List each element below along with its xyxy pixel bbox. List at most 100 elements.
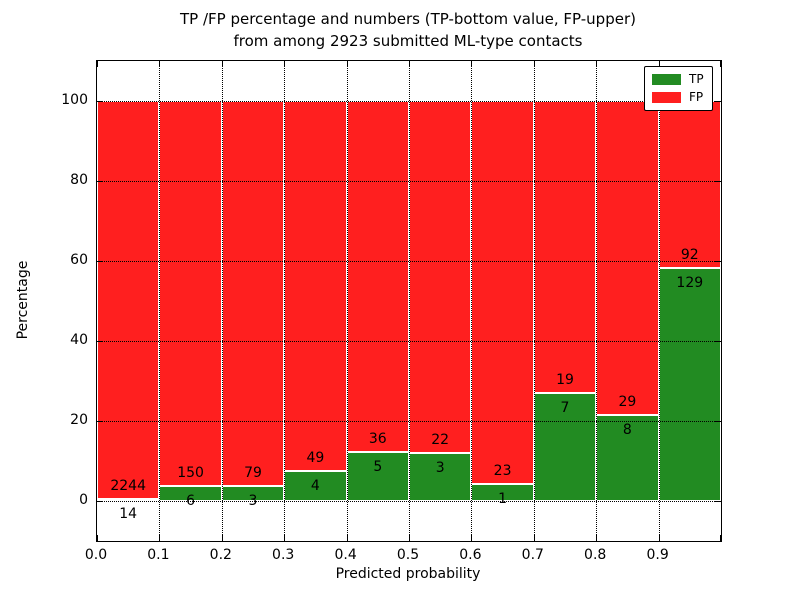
y-tick-mark-right — [715, 101, 721, 102]
tp-bar-segment — [658, 267, 721, 501]
x-tick-mark-top — [409, 61, 410, 67]
legend-label-fp: FP — [689, 90, 704, 104]
y-tick-mark — [97, 501, 103, 502]
x-gridline — [221, 61, 223, 541]
x-tick-mark — [533, 535, 535, 541]
fp-bar-segment — [346, 101, 409, 453]
fp-count-label: 49 — [306, 449, 325, 466]
chart-title: TP /FP percentage and numbers (TP-bottom… — [0, 8, 800, 52]
fp-count-label: 19 — [556, 372, 574, 389]
x-tick-mark-top — [97, 61, 98, 67]
x-tick-label: 0.8 — [584, 547, 607, 563]
y-tick-mark — [97, 421, 103, 422]
x-gridline — [658, 61, 660, 541]
fp-bar-segment — [97, 101, 160, 499]
tp-count-label: 1 — [498, 491, 508, 508]
tp-count-label: 6 — [186, 492, 196, 509]
x-tick-mark-top — [284, 61, 286, 67]
x-tick-mark — [284, 535, 286, 541]
y-tick-mark — [97, 101, 103, 102]
fp-bar-segment — [658, 101, 721, 268]
plot-area: 2244 14 150 6 79 3 49 4 36 5 22 3 23 1 19 7 29 8 92 129 — [96, 60, 722, 542]
fp-bar-segment — [471, 101, 534, 485]
x-gridline — [471, 61, 473, 541]
fp-bar-segment — [596, 101, 659, 415]
y-tick-label: 40 — [70, 332, 88, 348]
tp-bar-segment — [409, 453, 472, 501]
x-tick-mark-top — [159, 61, 161, 67]
x-tick-label: 0.7 — [521, 547, 544, 563]
tp-bar-segment — [596, 414, 659, 501]
x-tick-mark-top — [471, 61, 473, 67]
x-tick-mark-top — [720, 61, 721, 67]
x-tick-mark — [471, 535, 473, 541]
y-tick-label: 80 — [70, 172, 88, 188]
chart-title-line1: TP /FP percentage and numbers (TP-bottom… — [180, 10, 636, 28]
x-tick-mark — [409, 535, 410, 541]
fp-bar-segment — [409, 101, 472, 453]
fp-color-swatch — [652, 92, 681, 103]
y-axis-label: Percentage — [15, 260, 31, 340]
fp-count-label: 23 — [493, 463, 512, 480]
fp-bar-segment — [159, 101, 222, 486]
y-tick-mark-right — [715, 501, 721, 502]
y-tick-label: 0 — [79, 492, 88, 508]
tp-count-label: 5 — [373, 459, 383, 476]
y-tick-mark-right — [715, 341, 721, 342]
tp-bar-segment — [97, 498, 160, 501]
x-tick-mark-top — [658, 61, 660, 67]
y-tick-label: 20 — [70, 412, 88, 428]
tp-count-label: 4 — [310, 477, 320, 494]
x-gridline — [533, 61, 535, 541]
tp-count-label: 3 — [248, 493, 258, 510]
x-tick-label: 0.6 — [459, 547, 482, 563]
x-tick-label: 0.4 — [334, 547, 357, 563]
x-tick-mark — [596, 535, 598, 541]
x-tick-mark-top — [596, 61, 598, 67]
y-tick-mark-right — [715, 421, 721, 422]
y-tick-mark — [97, 261, 103, 262]
y-tick-mark — [97, 181, 103, 182]
fp-count-label: 29 — [618, 393, 637, 410]
x-tick-mark-top — [221, 61, 223, 67]
x-tick-mark-top — [346, 61, 348, 67]
x-tick-label: 0.1 — [147, 547, 170, 563]
x-gridline — [284, 61, 286, 541]
tp-color-swatch — [652, 74, 681, 85]
tp-bar-segment — [346, 452, 409, 501]
legend-item-fp: FP — [652, 91, 704, 104]
fp-count-label: 92 — [680, 246, 699, 263]
fp-bar-segment — [533, 101, 597, 394]
legend: TP FP — [644, 66, 713, 111]
x-tick-mark — [720, 535, 721, 541]
tp-count-label: 8 — [622, 421, 632, 438]
x-gridline — [409, 61, 410, 541]
y-tick-label: 60 — [70, 252, 88, 268]
x-tick-mark — [346, 535, 348, 541]
x-gridline — [596, 61, 598, 541]
legend-item-tp: TP — [652, 73, 704, 86]
y-tick-mark-right — [715, 261, 721, 262]
x-tick-label: 0.0 — [84, 547, 108, 563]
x-tick-label: 0.3 — [272, 547, 295, 563]
tp-count-label: 14 — [119, 505, 138, 522]
x-tick-mark — [97, 535, 98, 541]
fp-count-label: 36 — [368, 431, 387, 448]
fp-count-label: 22 — [431, 432, 450, 448]
x-gridline — [346, 61, 348, 541]
tp-bar-segment — [284, 470, 347, 501]
y-tick-label: 100 — [61, 92, 88, 108]
tp-count-label: 7 — [560, 400, 570, 417]
fp-bar-segment — [284, 101, 347, 471]
x-tick-label: 0.5 — [396, 547, 420, 563]
x-tick-label: 0.2 — [209, 547, 232, 563]
x-axis-label: Predicted probability — [335, 566, 481, 582]
chart-title-line2: from among 2923 submitted ML-type contac… — [233, 32, 583, 50]
fp-bar-segment — [221, 101, 285, 487]
x-tick-mark — [658, 535, 660, 541]
tp-bar-segment — [533, 393, 597, 501]
x-tick-mark — [221, 535, 223, 541]
fp-count-label: 2244 — [110, 477, 147, 494]
x-tick-mark-top — [533, 61, 535, 67]
